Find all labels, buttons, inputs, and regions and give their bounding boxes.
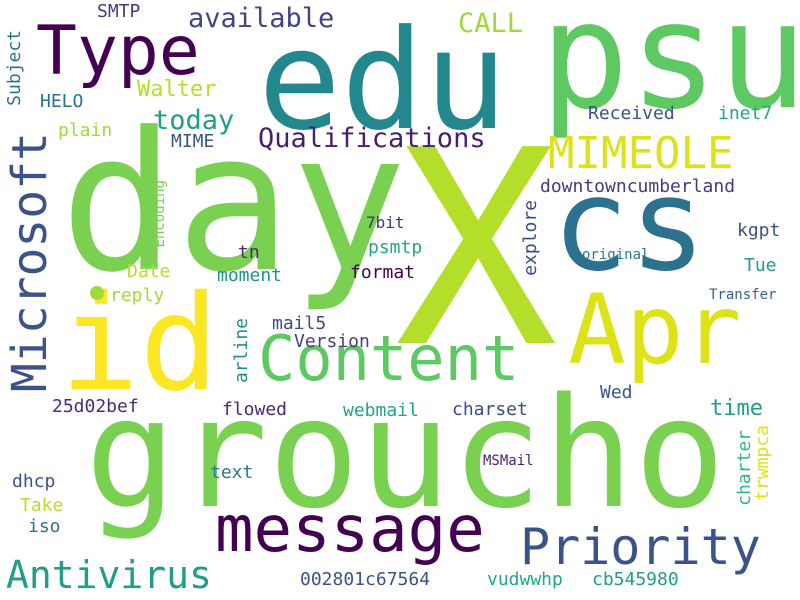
word-psu: psu: [540, 0, 800, 142]
word-transfer: Transfer: [709, 287, 777, 303]
word-apr: Apr: [568, 274, 742, 386]
word-edu: edu: [258, 0, 508, 161]
word-content: Content: [258, 322, 520, 395]
word-helo: HELO: [40, 91, 84, 112]
word-priority: Priority: [520, 518, 761, 576]
word-encoding: Encoding: [152, 180, 168, 248]
word-subject: Subject: [4, 30, 25, 106]
word-smtp: SMTP: [97, 1, 141, 22]
word-002801c67564: 002801c67564: [300, 569, 431, 590]
word-received: Received: [588, 103, 675, 124]
word-msmail: MSMail: [483, 453, 534, 469]
word-kgpt: kgpt: [737, 220, 781, 241]
word-webmail: webmail: [343, 400, 419, 421]
word-tue: Tue: [744, 255, 777, 276]
word-format: format: [350, 262, 416, 283]
word-cb545980: cb545980: [592, 569, 679, 590]
word-moment: moment: [217, 265, 283, 286]
word-today: today: [153, 105, 235, 136]
word-day: day: [60, 92, 407, 315]
word-mail5: mail5: [272, 313, 327, 334]
word-explore: explore: [520, 200, 541, 276]
word-x: X: [395, 92, 558, 407]
word-vudwwhp: vudwwhp: [487, 569, 563, 590]
word-wed: Wed: [600, 382, 633, 403]
word-original: original: [582, 247, 650, 263]
word-plain: plain: [58, 120, 113, 141]
word-mimeole: MIMEOLE: [548, 128, 734, 179]
word-cs: cs: [552, 151, 707, 300]
word-take: Take: [20, 495, 64, 516]
word-arline: arline: [231, 318, 252, 384]
word-groucho: groucho: [85, 365, 726, 542]
word-trwmpca: trwmpca: [752, 425, 773, 501]
word-dhcp: dhcp: [12, 471, 56, 492]
dot-glyph: [90, 286, 104, 300]
word-time: time: [710, 396, 763, 421]
word-qualifications: Qualifications: [258, 123, 486, 154]
word-iso: iso: [28, 516, 61, 537]
word-antivirus: Antivirus: [6, 553, 212, 597]
word-charset: charset: [452, 399, 528, 420]
word-7bit: 7bit: [366, 213, 405, 232]
word-walter: Walter: [137, 77, 217, 102]
word-25d02bef: 25d02bef: [52, 396, 139, 417]
word-reply: reply: [110, 285, 165, 306]
word-id: id: [60, 267, 219, 421]
word-inet7: inet7: [718, 103, 773, 124]
word-flowed: flowed: [222, 399, 288, 420]
word-date: Date: [127, 261, 171, 282]
word-type: Type: [36, 12, 200, 91]
word-psmtp: psmtp: [368, 237, 423, 258]
word-version: Version: [294, 331, 370, 352]
word-text: text: [210, 462, 254, 483]
word-tn: tn: [238, 242, 260, 263]
word-mime: MIME: [171, 131, 215, 152]
word-downtowncumberland: downtowncumberland: [540, 176, 736, 197]
word-available: available: [188, 3, 335, 34]
word-message: message: [215, 493, 485, 567]
word-microsoft: Microsoft: [2, 132, 58, 393]
word-call: CALL: [458, 8, 524, 39]
